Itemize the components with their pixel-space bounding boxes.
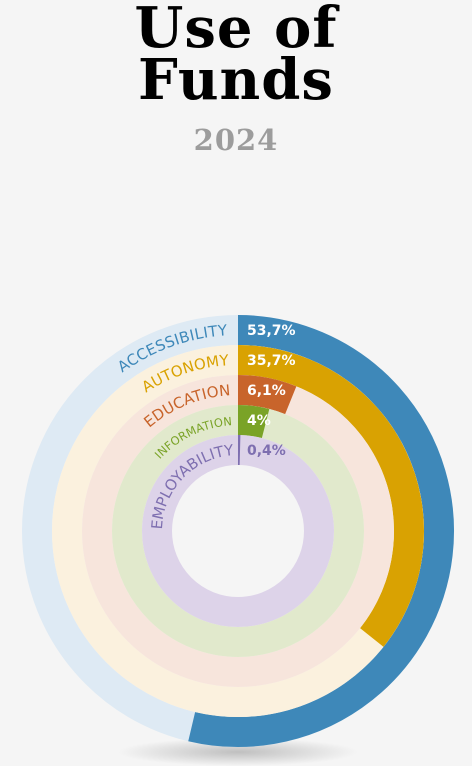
title-line-2: Funds [138,47,334,113]
page-title: Use of Funds [0,0,472,108]
value-label-education: 6,1% [247,383,286,399]
value-label-autonomy: 35,7% [247,353,296,369]
chart-rings [22,315,454,747]
value-label-information: 4% [247,413,271,429]
ring-bar-autonomy [237,345,424,647]
ring-bar-accessibility [188,315,454,747]
ring-bar-information [237,405,270,439]
chart-shadow [118,738,358,766]
value-label-employability: 0,4% [247,443,286,459]
ring-bar-education [237,375,297,415]
year-subtitle: 2024 [193,123,279,157]
title-line-1: Use of [134,0,338,61]
value-label-accessibility: 53,7% [247,323,296,339]
